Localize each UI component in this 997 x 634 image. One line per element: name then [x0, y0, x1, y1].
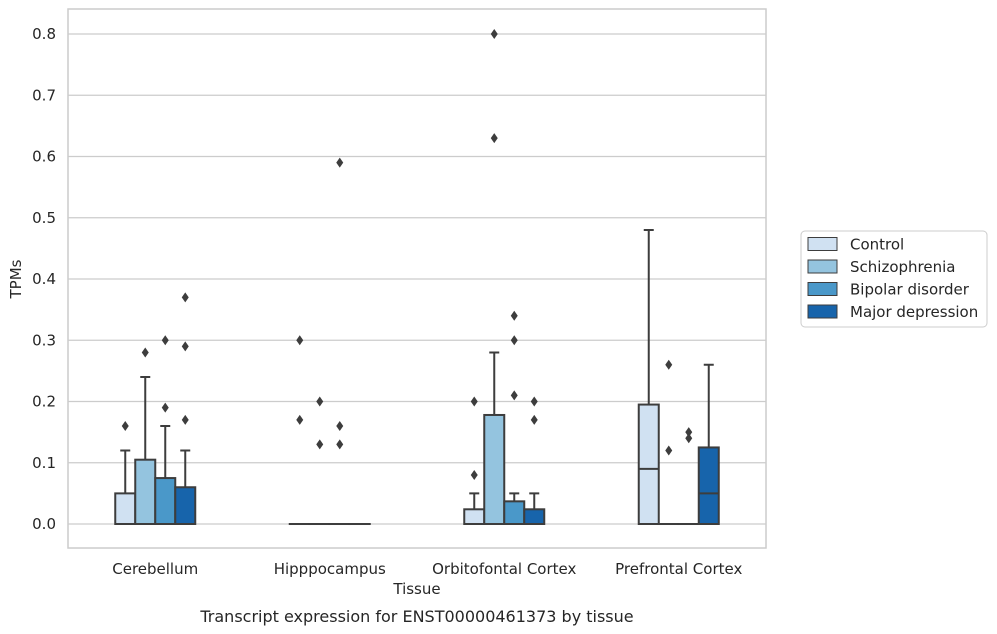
- box-1-1: [308, 396, 331, 526]
- x-tick-labels: Cerebellum Hipppocampus Orbitofontal Corte…: [112, 560, 742, 578]
- x-tick-label: Orbitofontal Cortex: [432, 560, 576, 578]
- x-tick-label: Cerebellum: [112, 560, 198, 578]
- box-body: [697, 446, 720, 525]
- legend-entry-label: Bipolar disorder: [850, 281, 970, 299]
- box-2-3: [523, 396, 546, 525]
- box-3-0: [637, 229, 660, 525]
- box-body: [463, 508, 486, 525]
- outlier-point: [161, 402, 169, 413]
- outlier-point: [336, 421, 344, 431]
- outlier-point: [665, 445, 673, 456]
- legend-swatch: [807, 282, 838, 296]
- legend-frame: [800, 230, 988, 328]
- outlier-point: [296, 335, 304, 346]
- box-3-3: [697, 363, 720, 525]
- x-tick-label: Hipppocampus: [274, 560, 386, 578]
- outlier-point: [336, 157, 344, 168]
- outlier-point: [530, 396, 538, 407]
- outlier-point: [121, 421, 129, 431]
- box-body: [114, 492, 137, 525]
- plot-frame: [67, 8, 767, 549]
- box-body: [154, 477, 177, 525]
- outlier-point: [470, 396, 478, 407]
- legend-swatch: [807, 304, 838, 319]
- y-tick-label: 0.5: [32, 209, 56, 227]
- box-0-0: [114, 421, 137, 525]
- y-tick-label: 0.6: [32, 148, 56, 166]
- legend-entry-label: Control: [850, 236, 904, 254]
- y-tick-label: 0.3: [32, 331, 56, 349]
- box-body: [523, 508, 546, 525]
- box-3-2: [677, 427, 700, 526]
- outlier-point: [470, 470, 478, 480]
- gridlines: [68, 33, 766, 525]
- y-tick-labels: 0.0 0.1 0.2 0.3 0.4 0.5 0.6 0.7 0.8: [32, 25, 56, 533]
- legend-entry-label: Major depression: [850, 303, 978, 321]
- outlier-point: [685, 433, 693, 444]
- box-3-1: [657, 359, 680, 526]
- box-1-0: [288, 335, 311, 526]
- outlier-point: [181, 341, 189, 352]
- chart-caption: Transcript expression for ENST0000046137…: [199, 607, 633, 626]
- box-body: [174, 486, 197, 525]
- y-tick-label: 0.4: [32, 270, 56, 288]
- box-series: [114, 29, 720, 526]
- box-body: [134, 458, 157, 525]
- outlier-point: [490, 133, 498, 144]
- outlier-point: [181, 414, 189, 425]
- box-body: [637, 403, 660, 525]
- outlier-point: [316, 396, 324, 407]
- legend-swatch: [807, 237, 838, 251]
- box-2-0: [463, 396, 486, 525]
- box-0-1: [134, 347, 157, 525]
- box-0-3: [174, 292, 197, 525]
- legend: Control Schizophrenia Bipolar disorder Majo…: [800, 230, 988, 328]
- box-body: [503, 500, 526, 525]
- outlier-point: [665, 359, 673, 370]
- box-body: [483, 413, 506, 526]
- legend-entry-label: Schizophrenia: [850, 258, 955, 276]
- y-tick-label: 0.0: [32, 515, 56, 533]
- outlier-point: [181, 292, 189, 303]
- outlier-point: [161, 335, 169, 346]
- box-2-1: [483, 29, 506, 526]
- outlier-point: [530, 414, 538, 425]
- y-tick-label: 0.8: [32, 25, 56, 43]
- outlier-point: [490, 29, 498, 39]
- y-tick-label: 0.2: [32, 393, 56, 411]
- outlier-point: [510, 335, 518, 346]
- outlier-point: [316, 439, 324, 450]
- y-tick-label: 0.1: [32, 454, 56, 472]
- y-axis-label: TPMs: [7, 259, 25, 299]
- box-2-2: [503, 310, 526, 525]
- outlier-point: [685, 427, 693, 438]
- box-0-2: [154, 335, 177, 525]
- box-1-2: [328, 157, 351, 526]
- x-axis-label: Tissue: [392, 580, 440, 598]
- outlier-point: [510, 310, 518, 321]
- outlier-point: [510, 390, 518, 401]
- legend-swatch: [807, 259, 838, 274]
- x-tick-label: Prefrontal Cortex: [615, 560, 742, 578]
- outlier-point: [141, 347, 149, 358]
- outlier-point: [336, 439, 344, 450]
- outlier-point: [296, 414, 304, 425]
- y-tick-label: 0.7: [32, 86, 56, 104]
